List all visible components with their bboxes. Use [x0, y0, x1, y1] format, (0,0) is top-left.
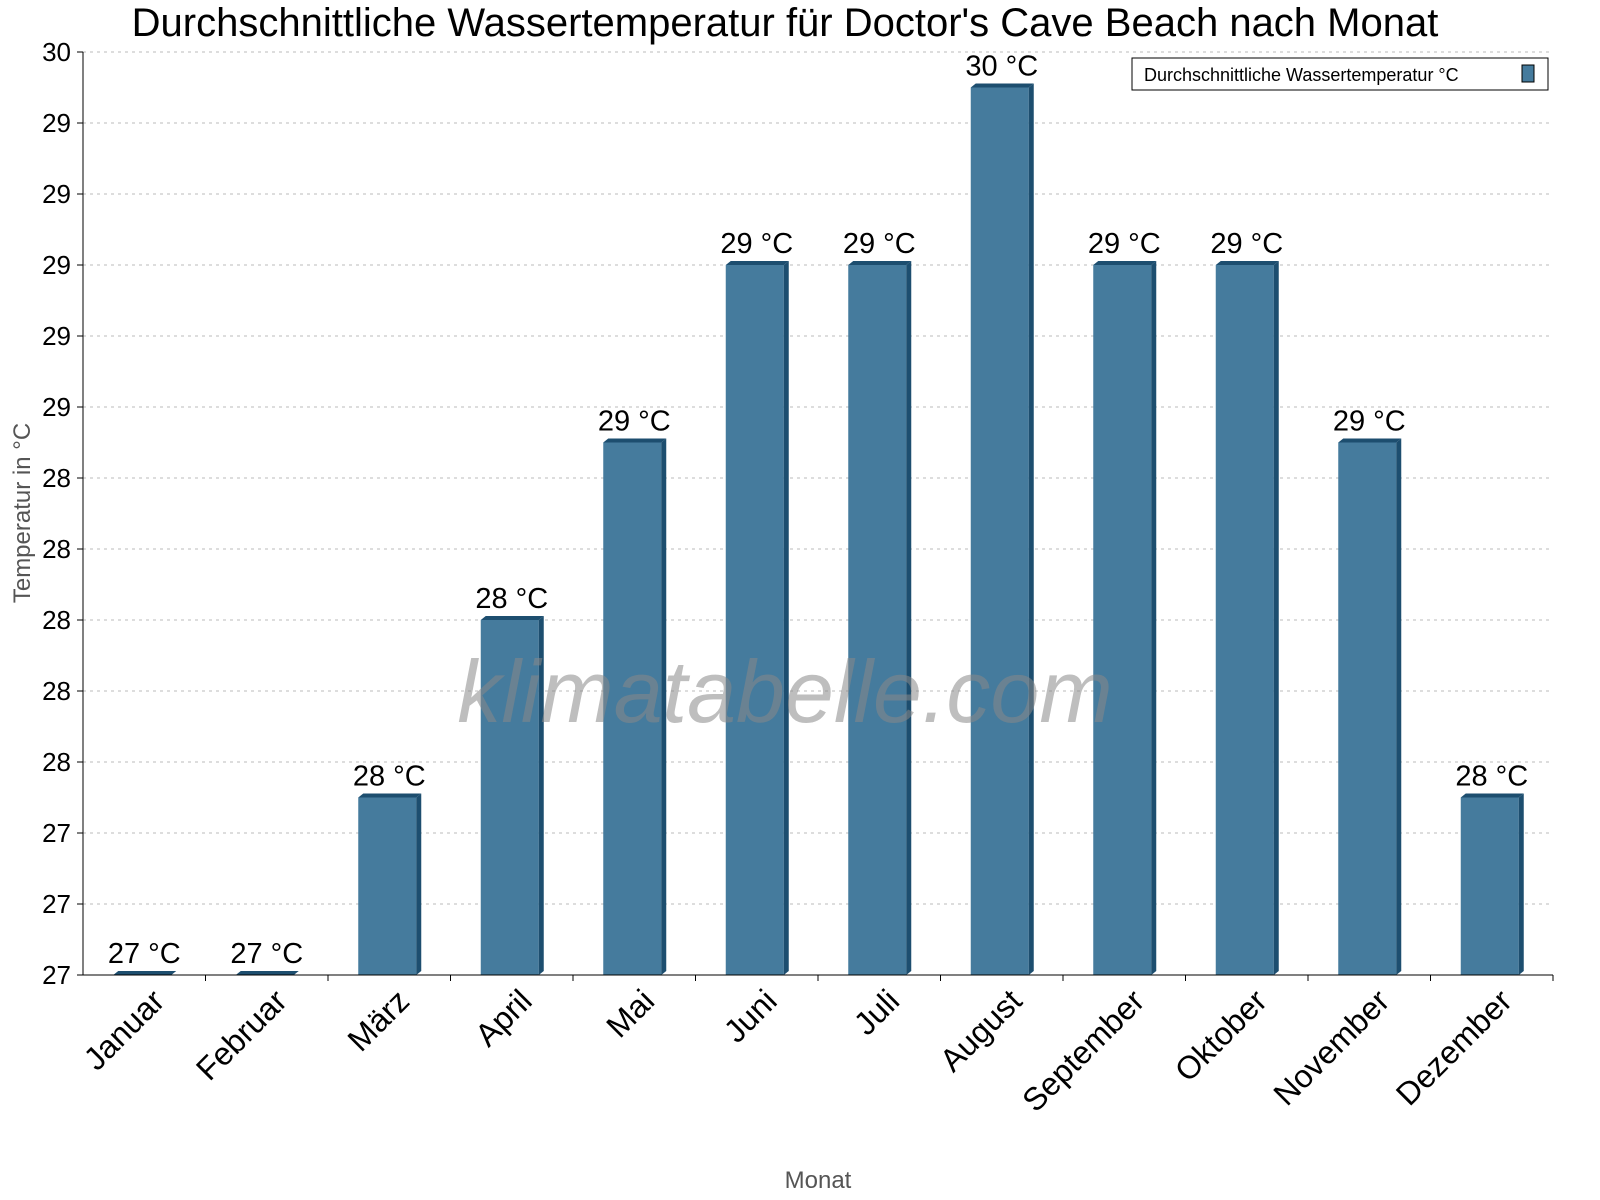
bar [970, 87, 1029, 975]
legend: Durchschnittliche Wassertemperatur °C [1131, 57, 1549, 91]
bars: 27 °C 27 °C 28 °C 28 °C 29 °C 29 °C 29 °C 30 °C… [108, 51, 1528, 975]
y-tick-label: 27 [42, 818, 71, 848]
y-tick-label: 28 [42, 676, 71, 706]
bar-top [113, 971, 177, 975]
x-tick-label: Juni [717, 982, 784, 1049]
bar-side [783, 261, 789, 975]
x-tick-label: November [1266, 982, 1396, 1112]
bar-side [1518, 793, 1524, 975]
data-label: 28 °C [475, 583, 548, 615]
x-tick-label: August [933, 982, 1029, 1078]
bar-side [538, 616, 544, 975]
x-axis-label: Monat [785, 1167, 852, 1194]
bar [480, 620, 539, 975]
data-label: 27 °C [230, 938, 303, 970]
bar-top [480, 616, 544, 620]
x-tick-label: Dezember [1389, 982, 1519, 1112]
bar [1093, 265, 1152, 975]
data-label: 28 °C [353, 761, 426, 793]
y-axis-label: Temperatur in °C [9, 423, 36, 603]
y-tick-label: 27 [42, 960, 71, 990]
data-label: 29 °C [598, 406, 671, 438]
bar-side [1273, 261, 1279, 975]
bar-top [725, 261, 789, 265]
gridlines [83, 51, 1553, 905]
y-tick-label: 29 [42, 321, 71, 351]
bar-side [1396, 438, 1402, 975]
y-tick-label: 27 [42, 889, 71, 919]
bar [848, 265, 907, 975]
bar-top [358, 793, 422, 798]
x-tick-label: Mai [599, 982, 661, 1044]
legend-label: Durchschnittliche Wassertemperatur °C [1144, 65, 1459, 85]
bar-top [1215, 261, 1279, 265]
bar-side [416, 793, 422, 975]
data-label: 29 °C [843, 228, 916, 260]
watermark: klimatabelle.com [457, 642, 1112, 741]
bar [1338, 442, 1397, 975]
data-label: 29 °C [1333, 406, 1406, 438]
bar [1460, 797, 1519, 975]
bar-top [1093, 261, 1157, 265]
data-label: 29 °C [720, 228, 793, 260]
x-tick-label: Februar [189, 982, 294, 1087]
bar-top [970, 83, 1034, 88]
bar-side [906, 261, 912, 975]
data-label: 30 °C [965, 51, 1038, 83]
bar-top [1460, 793, 1524, 798]
bar-top [603, 438, 667, 443]
bar [358, 797, 417, 975]
bar-top [848, 261, 912, 265]
data-label: 29 °C [1210, 228, 1283, 260]
data-label: 28 °C [1455, 761, 1528, 793]
x-tick-label: Oktober [1168, 982, 1274, 1088]
y-tick-label: 28 [42, 605, 71, 635]
y-tick-label: 28 [42, 463, 71, 493]
y-tick-label: 28 [42, 747, 71, 777]
chart-title: Durchschnittliche Wassertemperatur für D… [132, 1, 1439, 45]
x-tick-label: September [1015, 982, 1151, 1118]
bar-top [235, 971, 299, 975]
bar [1215, 265, 1274, 975]
data-label: 27 °C [108, 938, 181, 970]
bar-side [661, 438, 667, 975]
x-tick-label: April [468, 982, 539, 1053]
y-tick-label: 29 [42, 392, 71, 422]
y-tick-label: 29 [42, 250, 71, 280]
x-tick-label: Juli [847, 982, 906, 1041]
y-tick-label: 30 [42, 37, 71, 67]
y-tick-label: 29 [42, 108, 71, 138]
legend-swatch [1521, 64, 1535, 83]
x-tick-label: Januar [77, 982, 172, 1077]
bar-side [1028, 83, 1034, 975]
bar-side [1151, 261, 1157, 975]
x-tick-label: März [340, 982, 416, 1058]
bar [725, 265, 784, 975]
bar [603, 442, 662, 975]
y-tick-label: 29 [42, 179, 71, 209]
legend-box [1131, 57, 1549, 91]
y-tick-label: 28 [42, 534, 71, 564]
bar-top [1338, 438, 1402, 443]
data-label: 29 °C [1088, 228, 1161, 260]
